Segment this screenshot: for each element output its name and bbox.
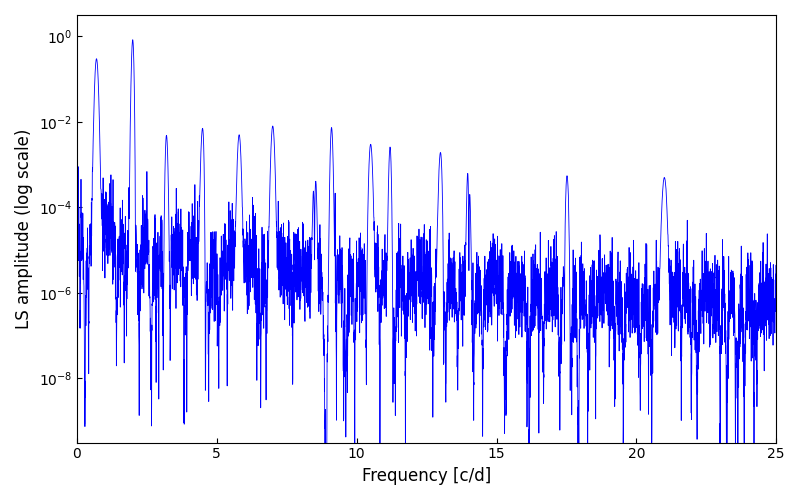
X-axis label: Frequency [c/d]: Frequency [c/d] [362,467,491,485]
Y-axis label: LS amplitude (log scale): LS amplitude (log scale) [15,128,33,329]
